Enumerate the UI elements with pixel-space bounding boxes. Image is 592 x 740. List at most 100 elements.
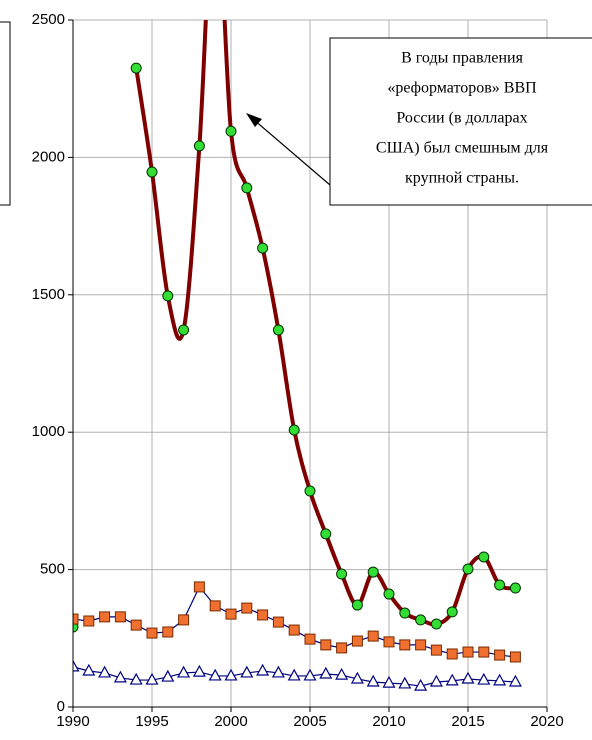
point: [303, 668, 317, 681]
y-tick-label: 1000: [32, 423, 65, 440]
x-tick-label: 2020: [530, 713, 563, 730]
point: [288, 624, 300, 636]
point: [113, 670, 127, 683]
point: [161, 669, 175, 682]
point: [162, 290, 174, 302]
point: [257, 609, 269, 621]
point: [445, 673, 459, 686]
y-tick-label: 1500: [32, 286, 65, 303]
x-tick-label: 2005: [293, 713, 326, 730]
point: [73, 613, 79, 625]
point: [320, 639, 332, 651]
point: [367, 566, 379, 578]
point: [271, 665, 285, 678]
series-layer: [73, 20, 522, 691]
point: [477, 672, 491, 685]
point: [241, 602, 253, 614]
point: [494, 579, 506, 591]
point: [336, 568, 348, 580]
point: [257, 242, 269, 254]
y-tick-label: 2500: [32, 11, 65, 28]
point: [493, 673, 507, 686]
point: [83, 615, 95, 627]
point: [193, 581, 205, 593]
point: [462, 646, 474, 658]
point: [350, 671, 364, 684]
point: [145, 672, 159, 685]
point: [146, 627, 158, 639]
point: [478, 551, 490, 563]
point: [366, 674, 380, 687]
point: [240, 665, 254, 678]
legend-box: [0, 21, 11, 206]
point: [382, 675, 396, 688]
annotation-text: США) был смешным для: [376, 140, 549, 157]
point: [129, 672, 143, 685]
point: [98, 665, 112, 678]
point: [146, 166, 158, 178]
point: [398, 676, 412, 689]
point: [82, 663, 96, 676]
axes: 0 500 1000 1500 2000 2500 1990 1995 2000 2005 2010…: [32, 11, 564, 730]
point: [461, 671, 475, 684]
point: [446, 606, 458, 618]
point: [383, 588, 395, 600]
point: [178, 614, 190, 626]
point: [320, 528, 332, 540]
y-tick-label: 2000: [32, 148, 65, 165]
point: [508, 674, 522, 687]
point: [462, 563, 474, 575]
point: [162, 626, 174, 638]
point: [208, 668, 222, 681]
point: [336, 642, 348, 654]
point: [241, 182, 253, 194]
point: [446, 648, 458, 660]
point: [335, 667, 349, 680]
point: [272, 616, 284, 628]
annotation: В годы правления «реформаторов» ВВП России…: [246, 37, 592, 206]
annotation-text: «реформаторов» ВВП: [387, 80, 537, 97]
point: [288, 424, 300, 436]
point: [429, 674, 443, 687]
point: [494, 649, 506, 661]
point: [430, 644, 442, 656]
point: [319, 666, 333, 679]
point: [73, 659, 80, 672]
point: [351, 635, 363, 647]
point: [383, 636, 395, 648]
x-tick-label: 2010: [372, 713, 405, 730]
point: [209, 600, 221, 612]
x-tick-label: 1990: [56, 713, 89, 730]
y-tick-label: 500: [40, 561, 65, 578]
point: [225, 608, 237, 620]
point: [256, 663, 270, 676]
point: [224, 668, 238, 681]
point: [178, 324, 190, 336]
point: [287, 668, 301, 681]
point: [509, 651, 521, 663]
point: [430, 618, 442, 630]
point: [304, 485, 316, 497]
point: [225, 125, 237, 137]
annotation-box: [329, 37, 592, 206]
x-tick-label: 2000: [214, 713, 247, 730]
point: [99, 611, 111, 623]
x-tick-label: 2015: [451, 713, 484, 730]
point: [367, 630, 379, 642]
point: [130, 619, 142, 631]
point: [399, 639, 411, 651]
annotation-text: России (в долларах: [396, 110, 527, 127]
point: [304, 633, 316, 645]
point: [114, 611, 126, 623]
x-tick-label: 1995: [135, 713, 168, 730]
point: [351, 599, 363, 611]
point: [193, 140, 205, 152]
point: [272, 324, 284, 336]
point: [130, 62, 142, 74]
annotation-text: В годы правления: [401, 50, 523, 67]
point: [177, 665, 191, 678]
annotation-text: крупной страны.: [405, 170, 519, 187]
arrow-head: [246, 113, 262, 127]
